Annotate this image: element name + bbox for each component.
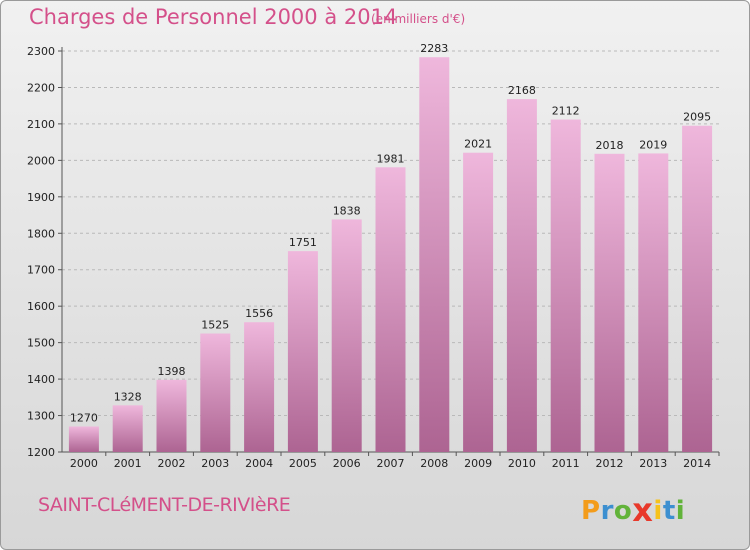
y-tick-label: 1900 (27, 191, 55, 204)
logo-letter: o (613, 496, 633, 526)
value-label: 1981 (377, 152, 405, 165)
y-tick-label: 1400 (27, 373, 55, 386)
bar-2001[interactable] (112, 405, 143, 452)
x-tick-label: 2014 (683, 457, 711, 470)
value-label: 1751 (289, 236, 317, 249)
bar-2004[interactable] (244, 322, 275, 452)
value-label: 1270 (70, 411, 98, 424)
y-tick-label: 2000 (27, 154, 55, 167)
y-tick-label: 1300 (27, 410, 55, 423)
logo-letter: t (662, 496, 676, 526)
proxiti-logo[interactable]: Proxiti (581, 489, 686, 529)
value-labels: 1270 1328 1398 1525 1556 1751 1838 1981 2283 2021… (70, 42, 711, 424)
value-label: 1556 (245, 307, 273, 320)
y-tick-label: 2300 (27, 45, 55, 58)
bar-2008[interactable] (419, 57, 450, 453)
bar-chart: 1200 1300 1400 1500 1600 1700 1800 1900 2000 2100… (27, 42, 720, 470)
value-label: 2112 (552, 105, 580, 118)
commune-name: SAINT-CLéMENT-DE-RIVIèRE (38, 494, 291, 516)
x-tick-label: 2008 (420, 457, 448, 470)
y-tick-label: 1600 (27, 300, 55, 313)
value-label: 1398 (158, 365, 186, 378)
x-tick-label: 2012 (596, 457, 624, 470)
value-label: 1838 (333, 204, 361, 217)
x-tick-label: 2000 (70, 457, 98, 470)
bar-2007[interactable] (375, 167, 406, 453)
bar-2010[interactable] (506, 99, 537, 453)
axes: 1200 1300 1400 1500 1600 1700 1800 1900 2000 2100… (27, 45, 720, 470)
value-label: 1525 (201, 319, 229, 332)
logo-letter: i (675, 496, 686, 526)
x-tick-label: 2004 (245, 457, 273, 470)
x-tick-label: 2002 (158, 457, 186, 470)
bar-2012[interactable] (594, 153, 625, 452)
bar-2014[interactable] (682, 125, 713, 453)
bar-2009[interactable] (463, 152, 494, 452)
value-label: 2168 (508, 84, 536, 97)
value-label: 2019 (639, 138, 667, 151)
logo-letter: x (632, 491, 654, 529)
y-tick-label: 1800 (27, 227, 55, 240)
bar-2003[interactable] (200, 333, 231, 452)
x-tick-label: 2011 (552, 457, 580, 470)
x-tick-label: 2010 (508, 457, 536, 470)
x-tick-label: 2001 (114, 457, 142, 470)
value-label: 2018 (596, 139, 624, 152)
bar-2006[interactable] (331, 219, 362, 452)
chart-title: Charges de Personnel 2000 à 2014 (29, 5, 398, 29)
y-tick-label: 2100 (27, 118, 55, 131)
bar-2005[interactable] (287, 251, 318, 452)
x-tick-label: 2003 (201, 457, 229, 470)
logo-letter: P (581, 496, 601, 526)
x-tick-label: 2005 (289, 457, 317, 470)
bar-2000[interactable] (68, 426, 99, 452)
bars (68, 57, 713, 453)
value-label: 2283 (420, 42, 448, 55)
x-tick-label: 2009 (464, 457, 492, 470)
value-label: 1328 (114, 390, 142, 403)
bar-2011[interactable] (550, 119, 581, 452)
y-tick-label: 1500 (27, 337, 55, 350)
x-tick-label: 2007 (377, 457, 405, 470)
y-tick-label: 1200 (27, 446, 55, 459)
logo-letter: r (600, 496, 614, 526)
value-label: 2095 (683, 111, 711, 124)
y-tick-label: 1700 (27, 264, 55, 277)
x-tick-label: 2006 (333, 457, 361, 470)
value-label: 2021 (464, 138, 492, 151)
bar-2013[interactable] (638, 153, 669, 453)
y-tick-label: 2200 (27, 81, 55, 94)
logo-letter: i (653, 496, 663, 526)
bar-2002[interactable] (156, 379, 187, 452)
chart-unit: (en milliers d'€) (371, 12, 466, 26)
x-tick-label: 2013 (639, 457, 667, 470)
